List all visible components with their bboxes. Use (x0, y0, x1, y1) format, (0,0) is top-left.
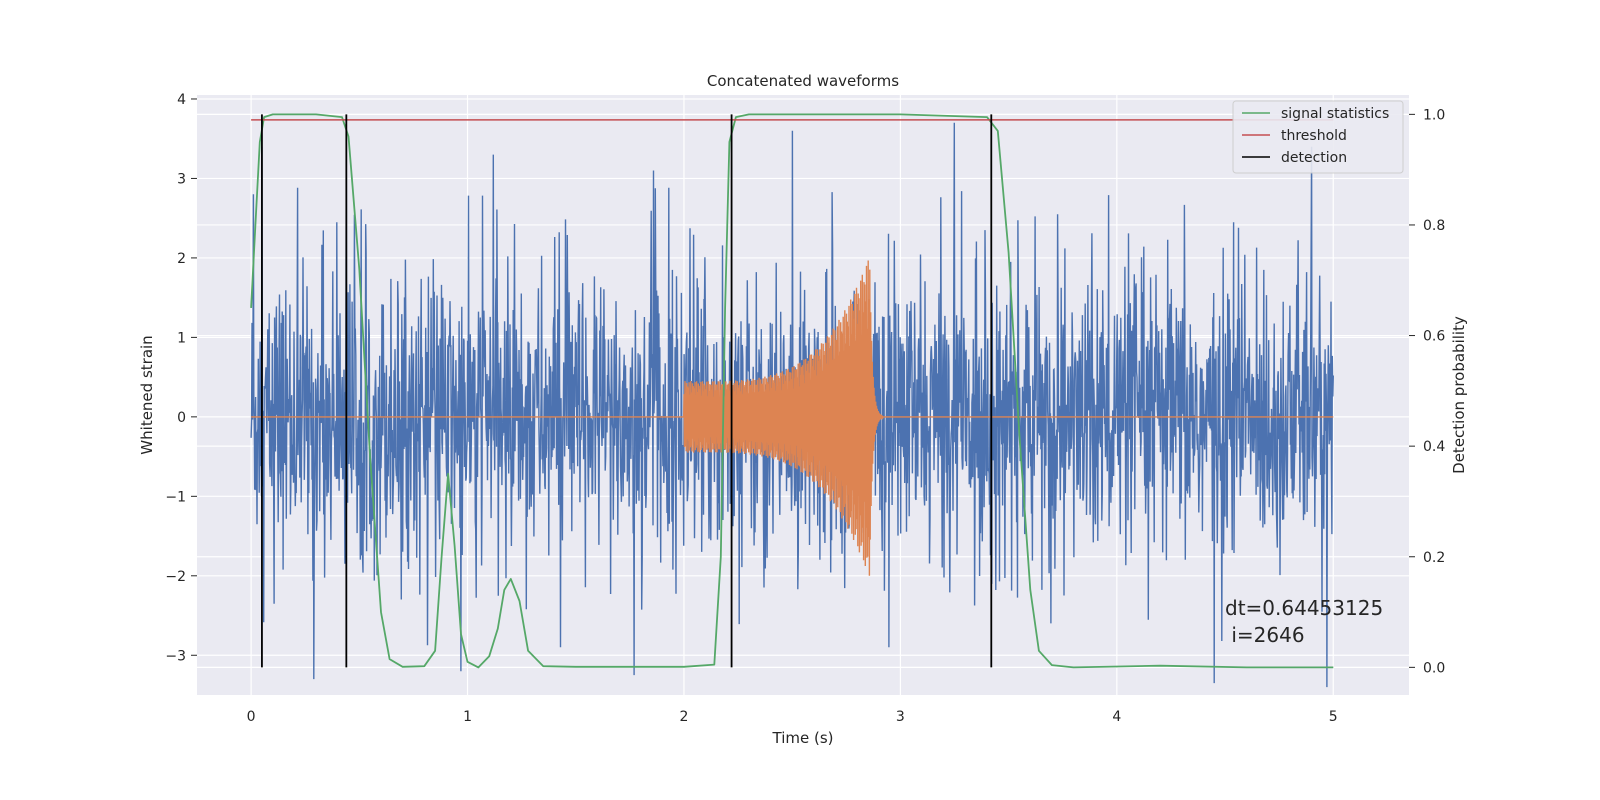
x-tick-label: 2 (680, 709, 689, 725)
y-tick-label: −2 (165, 569, 186, 585)
noise-series-line (250, 122, 1334, 688)
x-axis-label: Time (s) (772, 729, 834, 747)
legend-label-signal-statistics: signal statistics (1281, 106, 1389, 122)
y2-tick-label: 0.8 (1423, 218, 1445, 234)
x-tick-label: 5 (1329, 709, 1338, 725)
y-tick-label: 4 (177, 92, 186, 108)
y-tick-label: 2 (177, 251, 186, 267)
y2-tick-label: 0.2 (1423, 550, 1445, 566)
data-layer (250, 113, 1334, 688)
x-axis-ticks: 0 1 2 3 4 5 (247, 709, 1338, 725)
legend-box (1232, 100, 1404, 174)
x-tick-label: 1 (463, 709, 472, 725)
y-tick-label: −3 (165, 648, 186, 664)
y-tick-label: −1 (165, 489, 186, 505)
y-tick-label: 1 (177, 330, 186, 346)
x-tick-label: 4 (1112, 709, 1121, 725)
injected-waveform-line (251, 260, 1334, 576)
y2-tick-label: 0.0 (1423, 660, 1445, 676)
y2-tick-label: 0.6 (1423, 329, 1445, 345)
annotation-index: i=2646 (1225, 623, 1305, 647)
legend-label-detection: detection (1281, 150, 1347, 166)
legend: signal statistics threshold detection (1232, 100, 1404, 174)
legend-label-threshold: threshold (1281, 128, 1347, 144)
y2-axis-label: Detection probability (1450, 316, 1468, 474)
y2-tick-label: 0.4 (1423, 439, 1445, 455)
signal-statistics-line (250, 113, 1334, 669)
y2-axis-ticks: 0.0 0.2 0.4 0.6 0.8 1.0 (1409, 107, 1445, 676)
y2-tick-label: 1.0 (1423, 107, 1445, 123)
y-tick-label: 3 (177, 171, 186, 187)
x-tick-label: 0 (247, 709, 256, 725)
annotation-dt: dt=0.64453125 (1225, 596, 1383, 620)
x-tick-label: 3 (896, 709, 905, 725)
y-axis-label: Whitened strain (138, 335, 156, 454)
y-axis-ticks: −3 −2 −1 0 1 2 3 4 (165, 92, 197, 664)
chart-title: Concatenated waveforms (707, 72, 899, 90)
y-tick-label: 0 (177, 410, 186, 426)
